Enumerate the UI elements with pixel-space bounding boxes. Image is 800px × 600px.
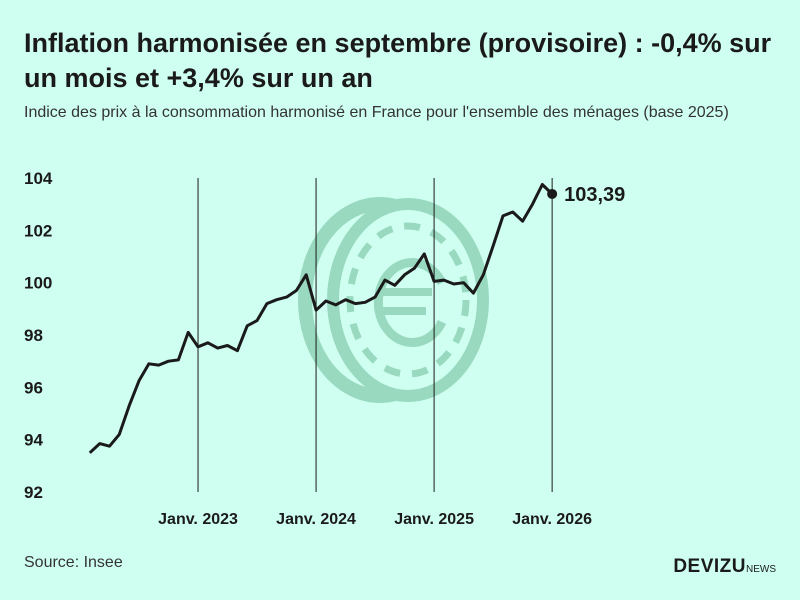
x-tick-label: Janv. 2024 [276, 511, 356, 528]
y-tick-label: 94 [24, 431, 43, 450]
brand-name: DEVIZU [673, 556, 746, 577]
y-tick-label: 98 [24, 326, 43, 345]
y-tick-label: 104 [24, 169, 53, 188]
end-value-label: 103,39 [564, 184, 625, 206]
end-point [547, 188, 558, 199]
source-note: Source: Insee [24, 554, 123, 571]
chart-subtitle: Indice des prix à la consommation harmon… [24, 104, 729, 121]
y-tick-label: 92 [24, 483, 43, 502]
brand-logo: DEVIZUNEWS [673, 556, 776, 578]
x-tick-label: Janv. 2025 [394, 511, 474, 528]
y-tick-label: 100 [24, 274, 52, 293]
x-tick-label: Janv. 2026 [512, 511, 592, 528]
series-line [88, 183, 554, 454]
euro-coin-icon [298, 197, 489, 403]
y-tick-label: 96 [24, 378, 43, 397]
y-tick-label: 102 [24, 221, 52, 240]
chart-title: Inflation harmonisée en septembre (provi… [24, 28, 772, 93]
brand-sub: NEWS [746, 564, 776, 575]
x-tick-label: Janv. 2023 [158, 511, 238, 528]
